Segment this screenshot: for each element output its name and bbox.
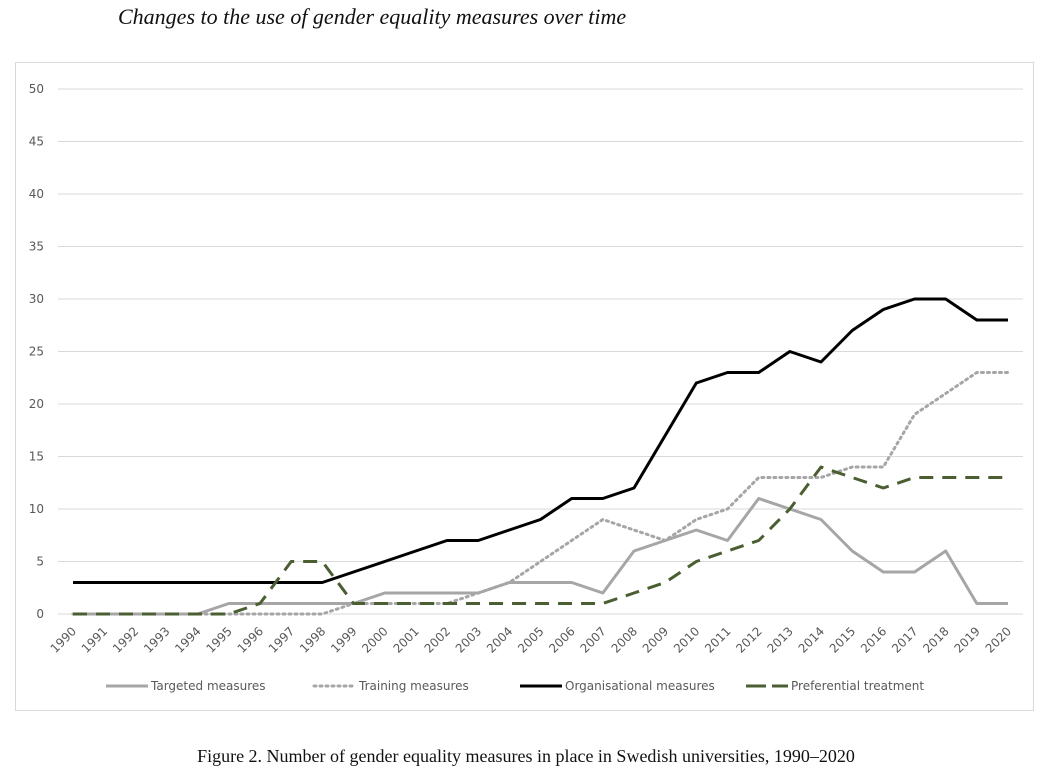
y-tick-label: 50 (29, 82, 44, 96)
series-line-targeted-measures (73, 497, 1008, 616)
series-line-organisational-measures (73, 297, 1008, 584)
x-tick-label: 1990 (48, 624, 79, 655)
y-tick-label: 35 (29, 240, 44, 254)
x-tick-label: 2012 (733, 624, 764, 655)
x-tick-label: 2014 (796, 624, 827, 655)
x-tick-label: 1996 (235, 624, 266, 655)
figure-caption: Figure 2. Number of gender equality meas… (197, 746, 855, 766)
y-tick-label: 25 (29, 345, 44, 359)
x-tick-label: 1999 (328, 624, 359, 655)
x-tick-label: 2000 (359, 624, 390, 655)
y-tick-label: 5 (36, 555, 44, 569)
x-tick-label: 2002 (422, 624, 453, 655)
x-tick-label: 2008 (609, 624, 640, 655)
y-tick-label: 45 (29, 135, 44, 149)
legend: Targeted measures Training measures Organi… (106, 679, 924, 693)
x-tick-label: 1992 (110, 624, 141, 655)
y-tick-label: 10 (29, 502, 44, 516)
x-tick-label: 2006 (546, 624, 577, 655)
chart-area: 0 5 10 15 20 25 30 35 40 45 50 1990 1991 1992 1993 199… (15, 62, 1034, 711)
x-tick-label: 2005 (515, 624, 546, 655)
x-tick-label: 2004 (484, 624, 515, 655)
x-tick-label: 2019 (951, 624, 982, 655)
x-tick-label: 2020 (983, 624, 1014, 655)
x-tick-label: 1993 (141, 624, 172, 655)
x-tick-label: 2017 (889, 624, 920, 655)
x-tick-label: 2018 (920, 624, 951, 655)
y-tick-label: 15 (29, 450, 44, 464)
x-tick-label: 2010 (671, 624, 702, 655)
x-tick-label: 2001 (390, 624, 421, 655)
y-tick-label: 20 (29, 397, 44, 411)
x-tick-label: 1994 (172, 624, 203, 655)
y-tick-label: 30 (29, 292, 44, 306)
y-tick-label: 40 (29, 187, 44, 201)
y-tick-label: 0 (36, 607, 44, 621)
y-axis-ticks: 0 5 10 15 20 25 30 35 40 45 50 (29, 82, 44, 621)
x-tick-label: 1997 (266, 624, 297, 655)
x-tick-label: 2011 (702, 624, 733, 655)
x-tick-label: 2007 (577, 624, 608, 655)
x-tick-label: 2015 (827, 624, 858, 655)
x-axis-ticks: 1990 1991 1992 1993 1994 1995 1996 1997 1998 1999… (48, 624, 1014, 655)
legend-label: Preferential treatment (791, 679, 924, 693)
x-tick-label: 2003 (453, 624, 484, 655)
x-tick-label: 1995 (203, 624, 234, 655)
legend-label: Organisational measures (565, 679, 715, 693)
series-lines (71, 297, 1010, 616)
gridlines (58, 88, 1023, 615)
legend-label: Targeted measures (150, 679, 266, 693)
x-tick-label: 1991 (79, 624, 110, 655)
x-tick-label: 2009 (640, 624, 671, 655)
x-tick-label: 2013 (764, 624, 795, 655)
series-line-training-measures (71, 371, 1010, 616)
series-line-preferential-treatment (73, 465, 1008, 616)
legend-label: Training measures (358, 679, 469, 693)
x-tick-label: 1998 (297, 624, 328, 655)
figure-heading: Changes to the use of gender equality me… (118, 4, 627, 29)
x-tick-label: 2016 (858, 624, 889, 655)
